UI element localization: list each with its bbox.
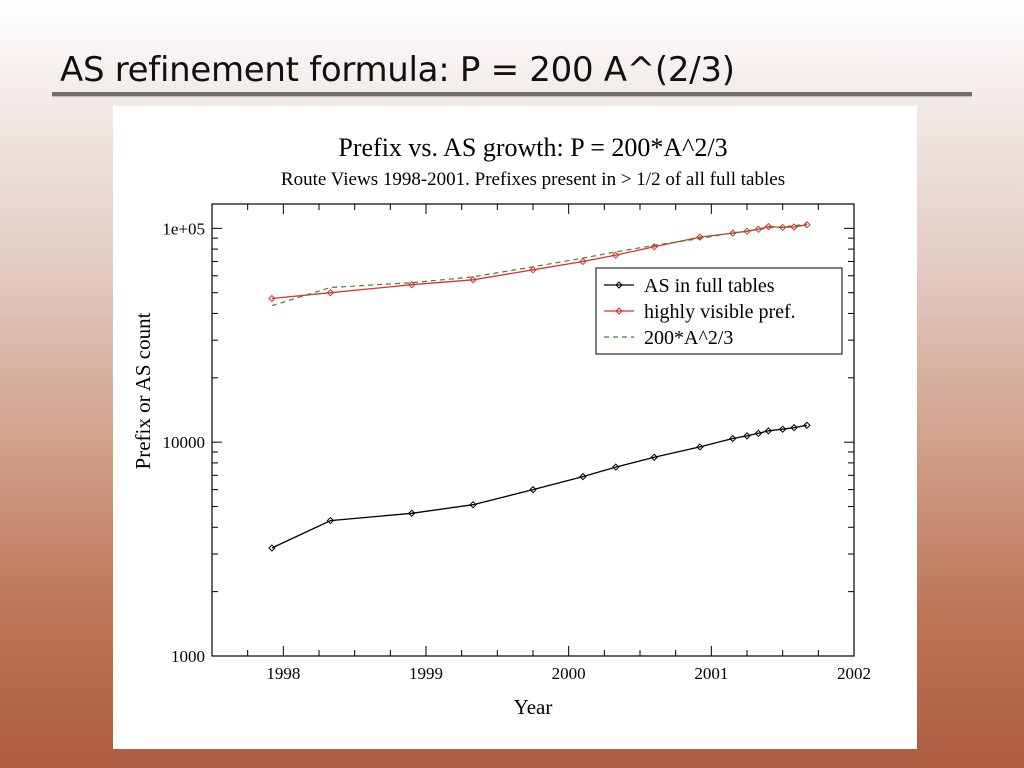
data-point-s1 [790,423,798,432]
data-point-s2 [612,251,620,259]
chart-svg: Prefix vs. AS growth: P = 200*A^2/3 Rout… [131,133,871,719]
plot-area: 1998 1999 2000 2001 2002 1000 10000 1e+05 AS in … [162,203,871,683]
data-point-s1 [764,427,773,435]
chart-subtitle: Route Views 1998-2001. Prefixes present … [281,169,785,190]
x-tick-label: 2000 [552,664,586,683]
x-tick-label: 2001 [694,664,728,683]
series-line-3 [271,223,807,307]
data-point-s1 [696,443,704,451]
data-point-s2 [326,289,335,297]
data-point-s1 [729,434,737,443]
data-point-s2 [764,222,773,231]
y-tick-label: 1e+05 [162,219,205,238]
legend-label-2: highly visible pref. [644,301,796,323]
data-point-s2 [579,257,587,266]
series-line-1 [271,424,808,549]
x-tick-label: 1998 [266,664,300,683]
data-point-s1 [529,485,537,494]
chart-title: Prefix vs. AS growth: P = 200*A^2/3 [338,133,727,162]
data-point-s1 [650,453,658,461]
data-point-s1 [469,501,477,509]
data-point-s2 [743,227,751,235]
series-line-2 [271,224,808,300]
data-point-s1 [803,421,811,429]
data-point-s2 [268,294,276,303]
y-tick-label: 10000 [163,433,206,452]
data-point-s1 [754,429,763,438]
x-axis-label: Year [514,695,553,719]
legend-label-1: AS in full tables [644,275,775,297]
legend-label-3: 200*A^2/3 [644,327,733,349]
title-divider [52,92,972,97]
data-point-s1 [408,509,416,517]
y-axis-label: Prefix or AS count [131,312,155,469]
data-point-s2 [408,281,416,289]
slide-title: AS refinement formula: P = 200 A^(2/3) [60,50,735,90]
data-point-s2 [754,225,763,234]
data-point-s1 [778,425,787,433]
data-point-s1 [579,472,587,481]
x-tick-label: 1999 [409,664,443,683]
data-point-s2 [469,276,477,284]
data-point-s1 [612,463,620,471]
data-point-s2 [696,233,704,241]
legend-marker-1 [615,281,623,289]
legend-box [595,267,843,355]
chart-panel: Prefix vs. AS growth: P = 200*A^2/3 Rout… [113,106,917,749]
legend-marker-2 [615,307,623,315]
data-point-s1 [326,516,335,525]
y-tick-label: 1000 [171,647,205,666]
x-tick-label: 2002 [837,664,871,683]
data-point-s1 [268,544,276,552]
data-point-s1 [743,432,751,440]
data-point-s2 [650,243,658,251]
data-point-s2 [529,266,537,274]
